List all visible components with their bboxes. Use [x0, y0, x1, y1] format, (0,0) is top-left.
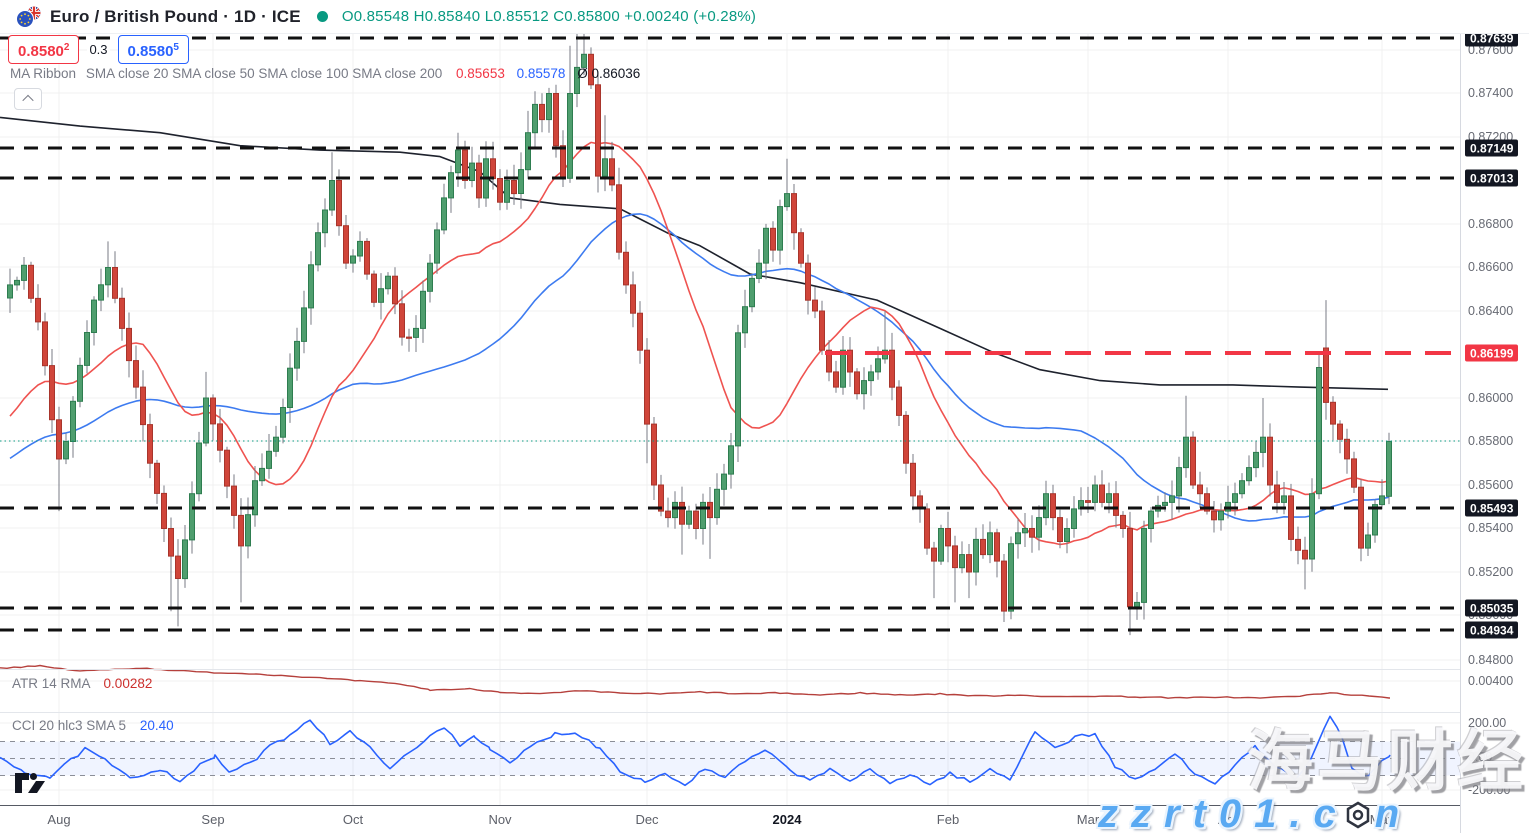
pane-separator-atr[interactable] [0, 669, 1529, 670]
chevron-up-icon [22, 94, 34, 107]
time-axis-label[interactable]: May [1369, 812, 1395, 827]
price-level-badge: 0.84934 [1465, 621, 1519, 639]
atr-legend[interactable]: ATR 14 RMA 0.00282 [12, 676, 152, 691]
time-axis-label[interactable]: Aug [47, 812, 71, 827]
time-axis-label[interactable]: Feb [936, 812, 960, 827]
sma20-value: 0.85653 [456, 66, 505, 81]
atr-tick-label: 0.00400 [1468, 674, 1514, 688]
price-level-badge: 0.87013 [1465, 169, 1519, 187]
price-tick-label: 0.86400 [1468, 304, 1514, 318]
time-axis-label[interactable]: Nov [488, 812, 512, 827]
price-tick-label: 0.85200 [1468, 565, 1514, 579]
ma-ribbon-title[interactable]: MA Ribbon [10, 66, 77, 81]
symbol-title[interactable]: Euro / British Pound · 1D · ICE [50, 6, 301, 26]
price-tick-label: 0.85400 [1468, 521, 1514, 535]
price-tick-label: 0.86000 [1468, 391, 1514, 405]
price-tick-label: 0.87600 [1468, 43, 1514, 57]
price-level-badge: 0.85035 [1465, 599, 1519, 617]
time-axis-label[interactable]: 2024 [772, 812, 802, 827]
time-axis-label[interactable]: Mar [1076, 812, 1100, 827]
cci-tick-label: 200.00 [1468, 716, 1507, 730]
header-toolbar: Euro / British Pound · 1D · ICE O0.85548… [0, 0, 1529, 34]
currency-pair-icon [16, 6, 42, 28]
time-axis-label[interactable]: Dec [635, 812, 659, 827]
price-tick-label: 0.85800 [1468, 434, 1514, 448]
ma-ribbon-params: SMA close 20 SMA close 50 SMA close 100 … [85, 66, 443, 81]
tradingview-logo[interactable] [14, 772, 50, 794]
bid-price: 0.8580 [18, 43, 64, 60]
price-tick-label: 0.87400 [1468, 86, 1514, 100]
price-axis[interactable]: GBP 0.876000.874000.872000.868000.866000… [1460, 0, 1529, 833]
cci-value: 20.40 [139, 718, 174, 733]
ohlc-values: O0.85548 H0.85840 L0.85512 C0.85800 +0.0… [341, 8, 757, 25]
bid-ask-panel: 0.85802 0.3 0.85805 [8, 35, 189, 64]
ma-ribbon-legend[interactable]: MA Ribbon SMA close 20 SMA close 50 SMA … [10, 66, 640, 81]
chart-canvas[interactable] [0, 0, 1460, 833]
price-tick-label: 0.85600 [1468, 478, 1514, 492]
ask-price-sup: 5 [173, 42, 179, 53]
buy-button[interactable]: 0.85805 [117, 35, 189, 64]
legend-collapse-button[interactable] [14, 88, 42, 110]
price-level-badge: 0.87149 [1465, 139, 1519, 157]
market-status-icon[interactable] [316, 11, 328, 22]
pane-separator-cci[interactable] [0, 712, 1529, 713]
ask-price: 0.8580 [127, 43, 174, 60]
price-tick-label: 0.86600 [1468, 260, 1514, 274]
bid-price-sup: 2 [63, 42, 70, 53]
cci-tick-label: -200.00 [1468, 783, 1511, 797]
candles-layer [7, 30, 1392, 636]
time-axis-label[interactable]: Oct [342, 812, 364, 827]
cci-legend[interactable]: CCI 20 hlc3 SMA 5 20.40 [12, 718, 174, 733]
sma200-value: Ø 0.86036 [577, 66, 641, 81]
spread-value: 0.3 [87, 42, 110, 57]
cci-title[interactable]: CCI 20 hlc3 SMA 5 [12, 718, 127, 733]
price-level-badge: 0.85493 [1465, 499, 1519, 517]
price-tick-label: 0.86800 [1468, 217, 1514, 231]
price-level-badge: 0.86199 [1465, 344, 1519, 362]
time-axis[interactable]: Aug Sep Oct Nov Dec 2024 Feb Mar Apr May [0, 805, 1460, 833]
time-axis-label[interactable]: Sep [201, 812, 225, 827]
sell-button[interactable]: 0.85802 [8, 35, 80, 64]
price-tick-label: 0.84800 [1468, 653, 1514, 667]
time-axis-label[interactable]: Apr [1217, 812, 1239, 827]
atr-value: 0.00282 [103, 676, 153, 691]
cci-tick-label: 0.00 [1468, 750, 1493, 764]
sma50-value: 0.85578 [516, 66, 566, 81]
atr-title[interactable]: ATR 14 RMA [12, 676, 90, 691]
